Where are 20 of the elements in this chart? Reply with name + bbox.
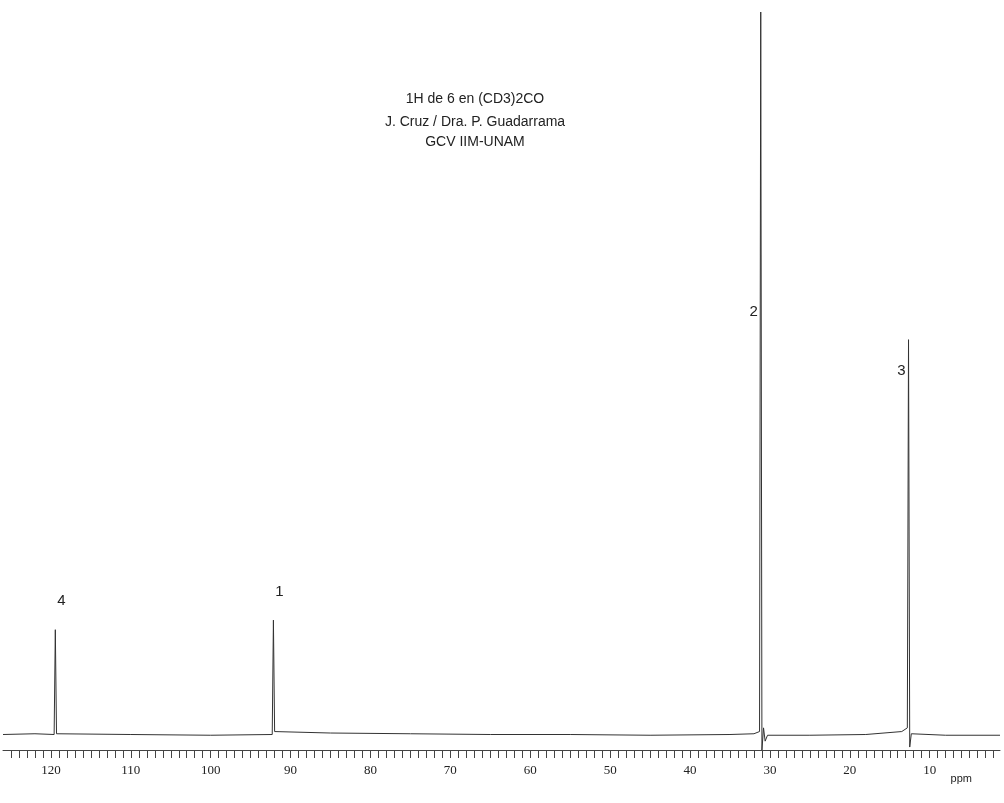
x-tick-label: 20 bbox=[843, 762, 857, 777]
x-tick-label: 110 bbox=[121, 762, 141, 777]
x-tick-label: 70 bbox=[443, 762, 457, 777]
annotation: GCV IIM-UNAM bbox=[425, 133, 525, 149]
x-tick-label: 40 bbox=[683, 762, 697, 777]
x-tick-label: 10 bbox=[923, 762, 937, 777]
x-tick-label: 60 bbox=[523, 762, 537, 777]
text: J. Cruz / Dra. P. Guadarrama bbox=[384, 113, 566, 129]
x-tick-label: 120 bbox=[41, 762, 61, 777]
x-tick-label: 100 bbox=[200, 762, 221, 777]
x-tick-label: 80 bbox=[363, 762, 377, 777]
x-tick-label: 90 bbox=[284, 762, 298, 777]
annotation: 1 bbox=[275, 581, 284, 599]
x-tick-label: 50 bbox=[603, 762, 617, 777]
annotation: 3 bbox=[897, 361, 906, 379]
annotation: 2 bbox=[749, 301, 758, 319]
x-tick-label: 30 bbox=[763, 762, 777, 777]
annotation: 4 bbox=[57, 591, 66, 609]
x-axis-title: ppm bbox=[950, 771, 973, 784]
text: 1H de 6 en (CD3)2CO bbox=[405, 90, 545, 106]
